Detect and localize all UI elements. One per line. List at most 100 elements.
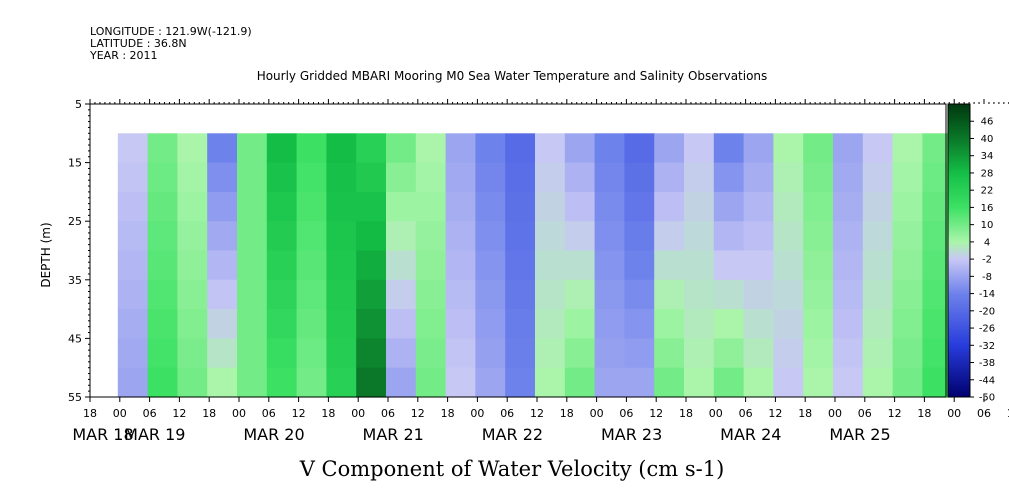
heatmap-cell bbox=[594, 250, 625, 281]
heatmap-cells bbox=[117, 133, 953, 398]
heatmap-cell bbox=[594, 338, 625, 369]
heatmap-cell bbox=[296, 367, 327, 398]
heatmap-cell bbox=[833, 250, 864, 281]
heatmap-cell bbox=[803, 162, 834, 193]
x-hour-label: 06 bbox=[977, 407, 991, 420]
heatmap-cell bbox=[326, 338, 357, 369]
x-hour-label: 18 bbox=[679, 407, 693, 420]
heatmap-cell bbox=[624, 367, 655, 398]
heatmap-cell bbox=[117, 221, 149, 252]
latitude-label: LATITUDE : 36.8N bbox=[90, 37, 187, 50]
heatmap-cell bbox=[117, 191, 149, 222]
heatmap-cell bbox=[743, 250, 774, 281]
x-hour-label: 00 bbox=[232, 407, 246, 420]
x-hour-label: 00 bbox=[351, 407, 365, 420]
heatmap-cell bbox=[624, 191, 655, 222]
heatmap-cell bbox=[773, 250, 804, 281]
heatmap-cell bbox=[117, 133, 149, 164]
heatmap-cell bbox=[415, 309, 447, 339]
heatmap-cell bbox=[743, 162, 774, 193]
heatmap-cell bbox=[505, 309, 536, 339]
x-hour-label: 18 bbox=[202, 407, 216, 420]
heatmap-cell bbox=[535, 338, 566, 369]
heatmap-cell bbox=[386, 191, 417, 222]
heatmap-cell bbox=[684, 162, 715, 193]
heatmap-cell bbox=[207, 279, 238, 310]
heatmap-cell bbox=[862, 221, 894, 252]
x-axis-label: V Component of Water Velocity (cm s-1) bbox=[299, 457, 725, 481]
heatmap-cell bbox=[147, 191, 178, 222]
heatmap-cell bbox=[147, 367, 178, 398]
heatmap-cell bbox=[445, 221, 476, 252]
heatmap-cell bbox=[326, 162, 357, 193]
colorbar-tick-label: -8 bbox=[982, 272, 992, 283]
heatmap-cell bbox=[505, 367, 536, 398]
heatmap-cell bbox=[713, 162, 745, 193]
heatmap-cell bbox=[445, 250, 476, 281]
heatmap-cell bbox=[803, 191, 834, 222]
heatmap-cell bbox=[594, 279, 625, 310]
heatmap-cell bbox=[445, 309, 476, 339]
heatmap-cell bbox=[147, 250, 178, 281]
heatmap-cell bbox=[624, 279, 655, 310]
heatmap-cell bbox=[654, 221, 685, 252]
y-tick-label: 45 bbox=[68, 332, 82, 345]
heatmap-cell bbox=[237, 338, 268, 369]
heatmap-cell bbox=[833, 133, 864, 164]
heatmap-cell bbox=[177, 367, 208, 398]
heatmap-cell bbox=[505, 279, 536, 310]
colorbar-tick-label: -2 bbox=[982, 255, 992, 266]
x-hour-label: 12 bbox=[888, 407, 902, 420]
heatmap-cell bbox=[475, 309, 506, 339]
heatmap-cell bbox=[475, 279, 506, 310]
colorbar-tick-label: 16 bbox=[981, 203, 994, 214]
heatmap-cell bbox=[237, 221, 268, 252]
heatmap-cell bbox=[713, 338, 745, 369]
heatmap-cell bbox=[177, 338, 208, 369]
heatmap-cell bbox=[594, 162, 625, 193]
heatmap-cell bbox=[326, 367, 357, 398]
heatmap-cell bbox=[356, 221, 387, 252]
heatmap-cell bbox=[743, 221, 774, 252]
heatmap-cell bbox=[296, 133, 327, 164]
heatmap-cell bbox=[535, 221, 566, 252]
heatmap-cell bbox=[564, 367, 596, 398]
x-date-label: MAR 24 bbox=[720, 425, 781, 444]
heatmap-cell bbox=[475, 221, 506, 252]
heatmap-cell bbox=[266, 191, 298, 222]
heatmap-cell bbox=[535, 133, 566, 164]
heatmap-cell bbox=[177, 133, 208, 164]
heatmap-cell bbox=[892, 162, 923, 193]
heatmap-cell bbox=[892, 221, 923, 252]
x-hour-label: 06 bbox=[858, 407, 872, 420]
heatmap-cell bbox=[147, 133, 178, 164]
heatmap-cell bbox=[624, 133, 655, 164]
x-date-label: MAR 25 bbox=[829, 425, 890, 444]
heatmap-cell bbox=[386, 279, 417, 310]
heatmap-cell bbox=[833, 338, 864, 369]
heatmap-cell bbox=[833, 367, 864, 398]
heatmap-cell bbox=[445, 162, 476, 193]
heatmap-cell bbox=[326, 191, 357, 222]
heatmap-cell bbox=[386, 221, 417, 252]
heatmap-cell bbox=[415, 338, 447, 369]
heatmap-cell bbox=[713, 133, 745, 164]
x-hour-label: 06 bbox=[143, 407, 157, 420]
heatmap-cell bbox=[326, 309, 357, 339]
heatmap-cell bbox=[177, 309, 208, 339]
colorbar-tick-label: 34 bbox=[981, 151, 994, 162]
heatmap-cell bbox=[505, 250, 536, 281]
heatmap-cell bbox=[654, 250, 685, 281]
heatmap-cell bbox=[326, 279, 357, 310]
heatmap-cell bbox=[266, 162, 298, 193]
heatmap-cell bbox=[535, 250, 566, 281]
colorbar-tick-label: 40 bbox=[981, 134, 994, 145]
heatmap-cell bbox=[147, 309, 178, 339]
heatmap-cell bbox=[296, 309, 327, 339]
heatmap-cell bbox=[505, 221, 536, 252]
heatmap-cell bbox=[684, 367, 715, 398]
heatmap-cell bbox=[535, 367, 566, 398]
colorbar-tick-label: -50 bbox=[979, 393, 995, 404]
longitude-label: LONGITUDE : 121.9W(-121.9) bbox=[90, 25, 252, 38]
heatmap-cell bbox=[505, 133, 536, 164]
